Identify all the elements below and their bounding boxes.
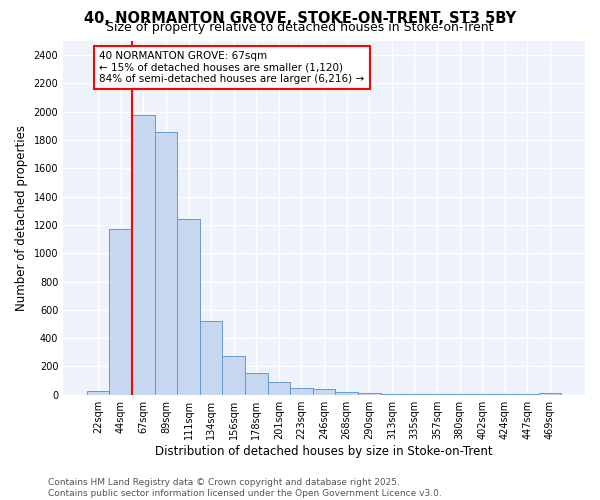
Text: Contains HM Land Registry data © Crown copyright and database right 2025.
Contai: Contains HM Land Registry data © Crown c… [48, 478, 442, 498]
Bar [132, 114, 155, 394]
Bar [358, 392, 380, 394]
Bar [177, 220, 200, 394]
Bar [268, 382, 290, 394]
Text: Size of property relative to detached houses in Stoke-on-Trent: Size of property relative to detached ho… [106, 22, 494, 35]
Bar [87, 391, 109, 394]
Bar [313, 389, 335, 394]
Bar [335, 392, 358, 394]
Bar [245, 373, 268, 394]
Bar [539, 392, 561, 394]
X-axis label: Distribution of detached houses by size in Stoke-on-Trent: Distribution of detached houses by size … [155, 444, 493, 458]
Bar [200, 321, 223, 394]
Bar [223, 356, 245, 395]
Bar [109, 229, 132, 394]
Bar [155, 132, 177, 394]
Y-axis label: Number of detached properties: Number of detached properties [15, 125, 28, 311]
Text: 40, NORMANTON GROVE, STOKE-ON-TRENT, ST3 5BY: 40, NORMANTON GROVE, STOKE-ON-TRENT, ST3… [84, 11, 516, 26]
Bar [290, 388, 313, 394]
Text: 40 NORMANTON GROVE: 67sqm
← 15% of detached houses are smaller (1,120)
84% of se: 40 NORMANTON GROVE: 67sqm ← 15% of detac… [100, 51, 364, 84]
